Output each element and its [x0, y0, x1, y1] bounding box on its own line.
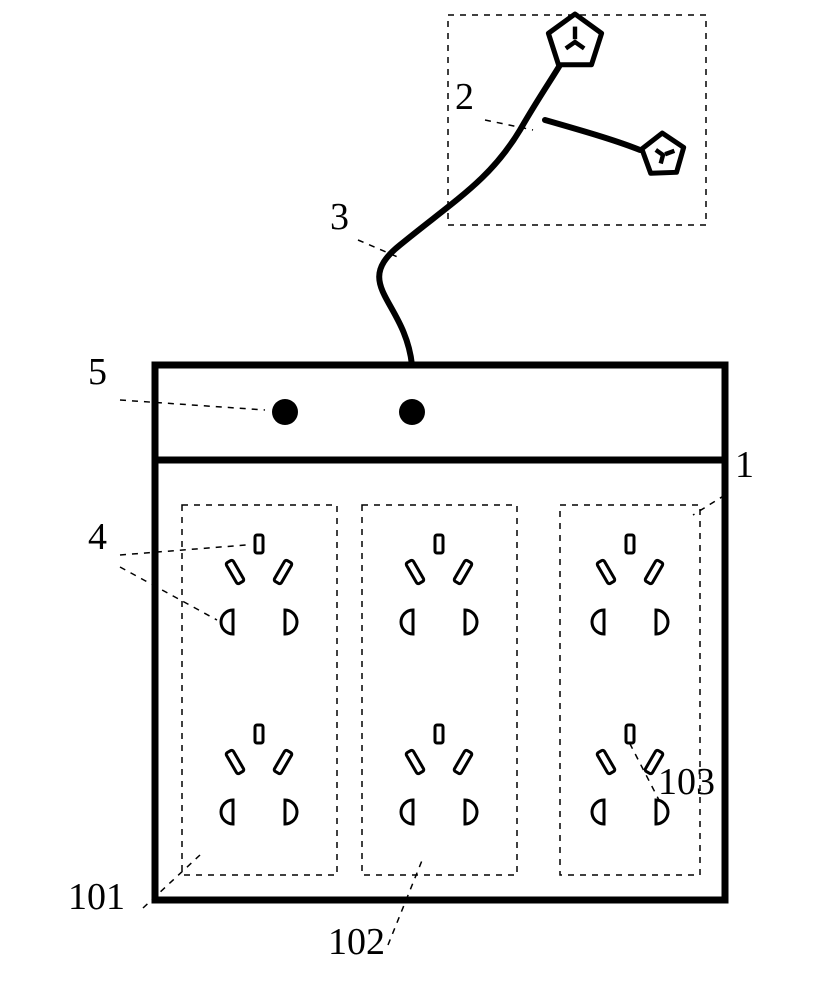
label-103: 103 [658, 760, 715, 804]
label-5: 5 [88, 350, 107, 394]
diagram-svg [0, 0, 840, 1000]
label-2: 2 [455, 75, 474, 119]
label-3: 3 [330, 195, 349, 239]
label-102: 102 [328, 920, 385, 964]
label-1: 1 [735, 443, 754, 487]
label-101: 101 [68, 875, 125, 919]
label-4: 4 [88, 515, 107, 559]
